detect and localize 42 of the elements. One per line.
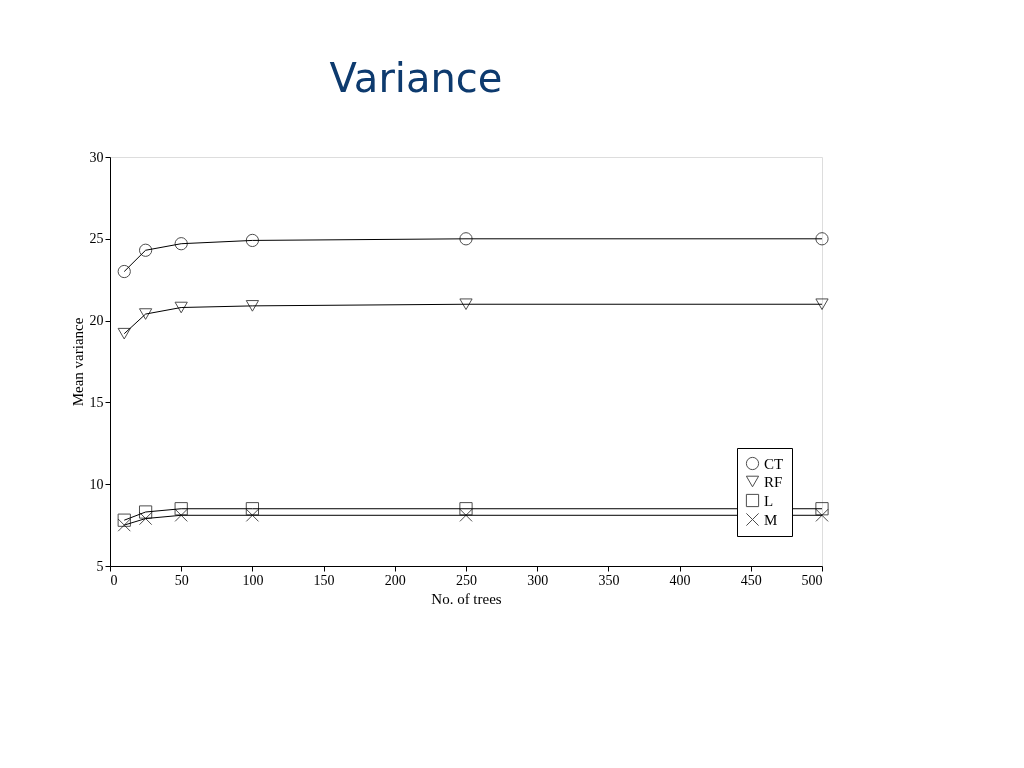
point — [815, 232, 829, 246]
point — [815, 298, 829, 311]
point — [174, 502, 188, 516]
legend-label: L — [764, 492, 774, 509]
x-tick-label: 200 — [384, 572, 406, 588]
x-tick-label: 500 — [801, 572, 823, 588]
point — [174, 237, 188, 251]
x-tick-label: 0 — [110, 572, 118, 588]
x-tick-label: 100 — [242, 572, 264, 588]
point — [815, 502, 829, 516]
y-tick-label: 5 — [96, 558, 104, 574]
y-axis-title: Mean variance — [69, 317, 86, 407]
x-tick-label: 450 — [740, 572, 762, 588]
legend-label: M — [764, 511, 778, 528]
y-tick-label: 25 — [89, 231, 104, 247]
chart-title: Variance — [329, 55, 503, 101]
point — [138, 243, 153, 257]
point — [174, 301, 188, 314]
y-tick-label: 15 — [89, 394, 104, 410]
x-axis-title: No. of trees — [431, 590, 502, 607]
x-tick-label: 400 — [669, 572, 691, 588]
point — [245, 300, 260, 312]
point — [459, 502, 473, 516]
point — [117, 513, 131, 527]
point — [245, 502, 260, 516]
x-tick-label: 300 — [527, 572, 549, 588]
point — [138, 308, 153, 320]
legend-label: CT — [764, 455, 784, 472]
y-tick-label: 10 — [89, 476, 104, 492]
x-tick-label: 250 — [456, 572, 477, 588]
legend-label: RF — [764, 473, 783, 490]
y-tick-label: 20 — [89, 313, 104, 329]
x-tick-label: 350 — [598, 572, 620, 588]
x-tick-label: 150 — [313, 572, 335, 588]
point — [138, 505, 153, 519]
point — [459, 298, 473, 311]
point — [117, 264, 131, 279]
x-tick-label: 50 — [174, 572, 189, 588]
point — [245, 233, 260, 248]
y-tick-label: 30 — [89, 149, 104, 165]
point — [459, 232, 473, 246]
point — [117, 327, 131, 340]
